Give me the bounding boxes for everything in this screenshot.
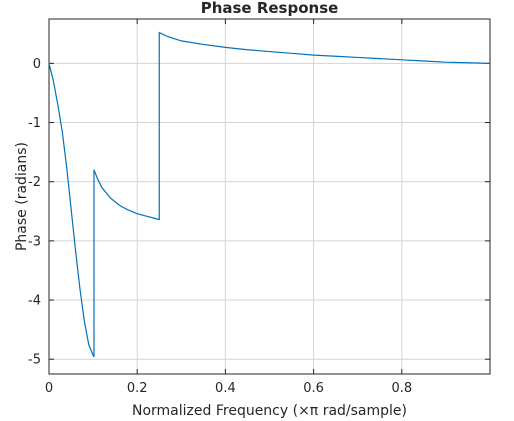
x-tick-label: 0 xyxy=(45,381,53,396)
y-tick-label: -2 xyxy=(28,175,41,190)
x-tick-label: 0.6 xyxy=(303,381,324,396)
y-tick-label: -4 xyxy=(28,294,41,309)
y-tick-label: -5 xyxy=(28,353,41,368)
y-tick-label: -1 xyxy=(28,116,41,131)
grid-layer xyxy=(48,19,490,374)
y-tick-label: -3 xyxy=(28,234,41,249)
x-tick-label: 0.8 xyxy=(391,381,412,396)
x-axis-label: Normalized Frequency (×π rad/sample) xyxy=(132,403,407,419)
x-tick-label: 0.4 xyxy=(215,381,236,396)
tick-layer: 0 0.2 0.4 0.6 0.8 0 -1 -2 -3 -4 -5 xyxy=(28,19,490,396)
plot-frame xyxy=(48,18,491,375)
phase-series-line xyxy=(48,31,491,358)
y-axis-label: Phase (radians) xyxy=(14,142,30,251)
x-tick-label: 0.2 xyxy=(127,381,148,396)
chart-title: Phase Response xyxy=(201,0,339,17)
y-tick-label: 0 xyxy=(33,57,41,72)
